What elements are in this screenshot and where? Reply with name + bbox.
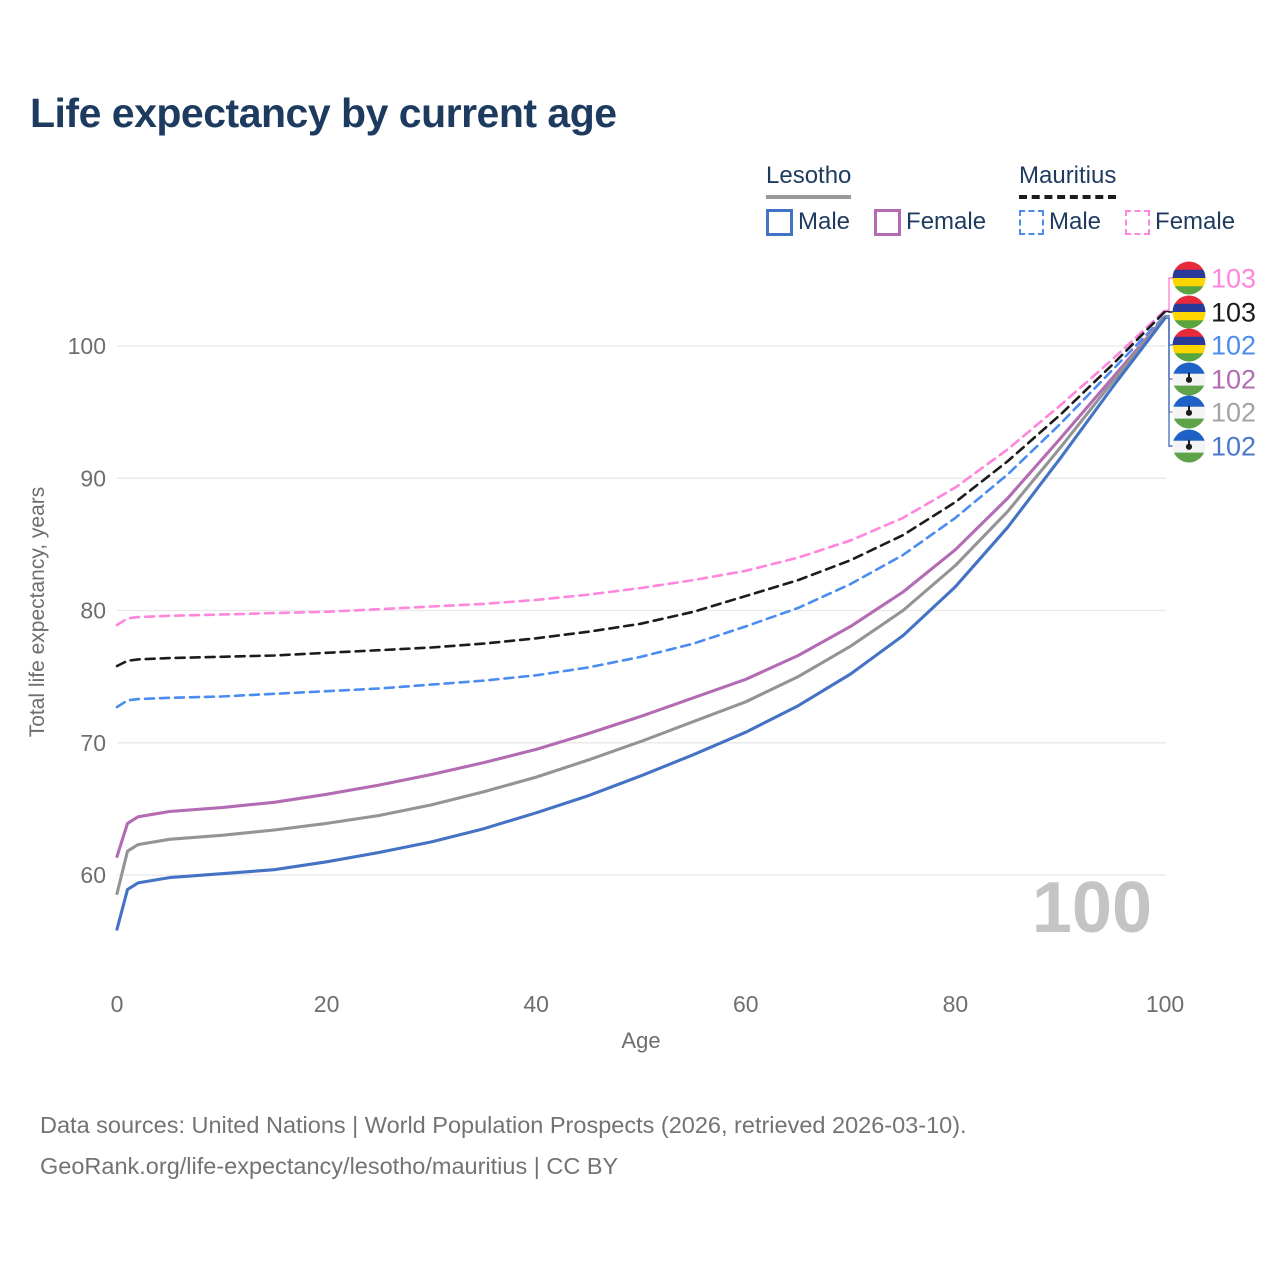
x-tick-label-20: 20: [314, 991, 340, 1017]
lesotho-flag-icon: [1172, 429, 1206, 463]
legend-item-label: Female: [906, 208, 987, 235]
data-sources-text: Data sources: United Nations | World Pop…: [40, 1112, 967, 1138]
series-line-mauritius-female[interactable]: [115, 308, 1167, 627]
attribution-text: GeoRank.org/life-expectancy/lesotho/maur…: [40, 1153, 619, 1179]
footer: Data sources: United Nations | World Pop…: [40, 1105, 967, 1187]
series-line-lesotho-male[interactable]: [115, 316, 1167, 931]
end-value-label-lesotho-both-sexes: 102: [1211, 398, 1256, 428]
y-tick-label-80: 80: [80, 598, 106, 624]
end-value-label-mauritius-both-sexes: 103: [1211, 298, 1256, 328]
page-title: Life expectancy by current age: [30, 90, 617, 136]
end-value-label-lesotho-female: 102: [1211, 365, 1256, 395]
legend-item-mauritius-female[interactable]: Female: [1125, 208, 1235, 236]
mauritius-flag-icon: [1172, 295, 1206, 329]
series-line-lesotho-both[interactable]: [115, 315, 1167, 896]
x-tick-label-80: 80: [943, 991, 969, 1017]
x-tick-label-0: 0: [111, 991, 124, 1017]
end-value-label-lesotho-male: 102: [1211, 432, 1256, 462]
mauritius-flag-icon: [1172, 328, 1206, 362]
y-tick-label-70: 70: [80, 730, 106, 756]
x-tick-label-60: 60: [733, 991, 759, 1017]
legend-item-label: Female: [1155, 208, 1236, 235]
x-axis-title: Age: [621, 1028, 660, 1053]
x-tick-label-40: 40: [523, 991, 549, 1017]
hover-age-watermark: 100: [1031, 868, 1152, 948]
mauritius-flag-icon: [1172, 261, 1206, 295]
legend-country-mauritius: Mauritius: [1019, 162, 1117, 199]
legend-swatch-icon: [766, 208, 793, 236]
lesotho-flag-icon: [1172, 395, 1206, 429]
life-expectancy-chart: 60 70 80 90 100 0 20 40 60 80 100 Age Total life exp…: [26, 261, 1256, 1053]
legend-country-lesotho: Lesotho: [766, 162, 852, 199]
legend-swatch-icon: [1125, 209, 1151, 235]
legend-item-label: Male: [798, 208, 851, 235]
end-label-connector: [1165, 317, 1175, 447]
end-value-label-mauritius-female: 103: [1211, 264, 1256, 294]
series-line-mauritius-male[interactable]: [115, 314, 1167, 709]
legend-item-label: Male: [1049, 208, 1102, 235]
legend-items-mauritius: Male Female: [1019, 208, 1235, 236]
legend-group-mauritius: Mauritius Male Female: [1019, 162, 1235, 236]
legend-item-lesotho-female[interactable]: Female: [874, 208, 986, 236]
y-axis-title: Total life expectancy, years: [26, 487, 49, 738]
legend-item-mauritius-male[interactable]: Male: [1019, 208, 1101, 236]
x-tick-label-100: 100: [1146, 991, 1184, 1017]
y-tick-label-90: 90: [80, 465, 106, 491]
legend-group-lesotho: Lesotho Male Female: [766, 162, 986, 236]
end-value-label-mauritius-male: 102: [1211, 331, 1256, 361]
legend-item-lesotho-male[interactable]: Male: [766, 208, 850, 236]
y-tick-label-100: 100: [68, 333, 106, 359]
y-tick-label-60: 60: [80, 862, 106, 888]
end-label-connector: [1165, 277, 1175, 311]
end-label-connector: [1165, 316, 1175, 413]
legend-swatch-icon: [874, 208, 902, 236]
series-line-lesotho-female[interactable]: [115, 315, 1167, 859]
legend-items-lesotho: Male Female: [766, 208, 986, 236]
legend-swatch-icon: [1019, 209, 1044, 235]
series-line-mauritius-both[interactable]: [115, 310, 1167, 668]
lesotho-flag-icon: [1172, 362, 1206, 396]
